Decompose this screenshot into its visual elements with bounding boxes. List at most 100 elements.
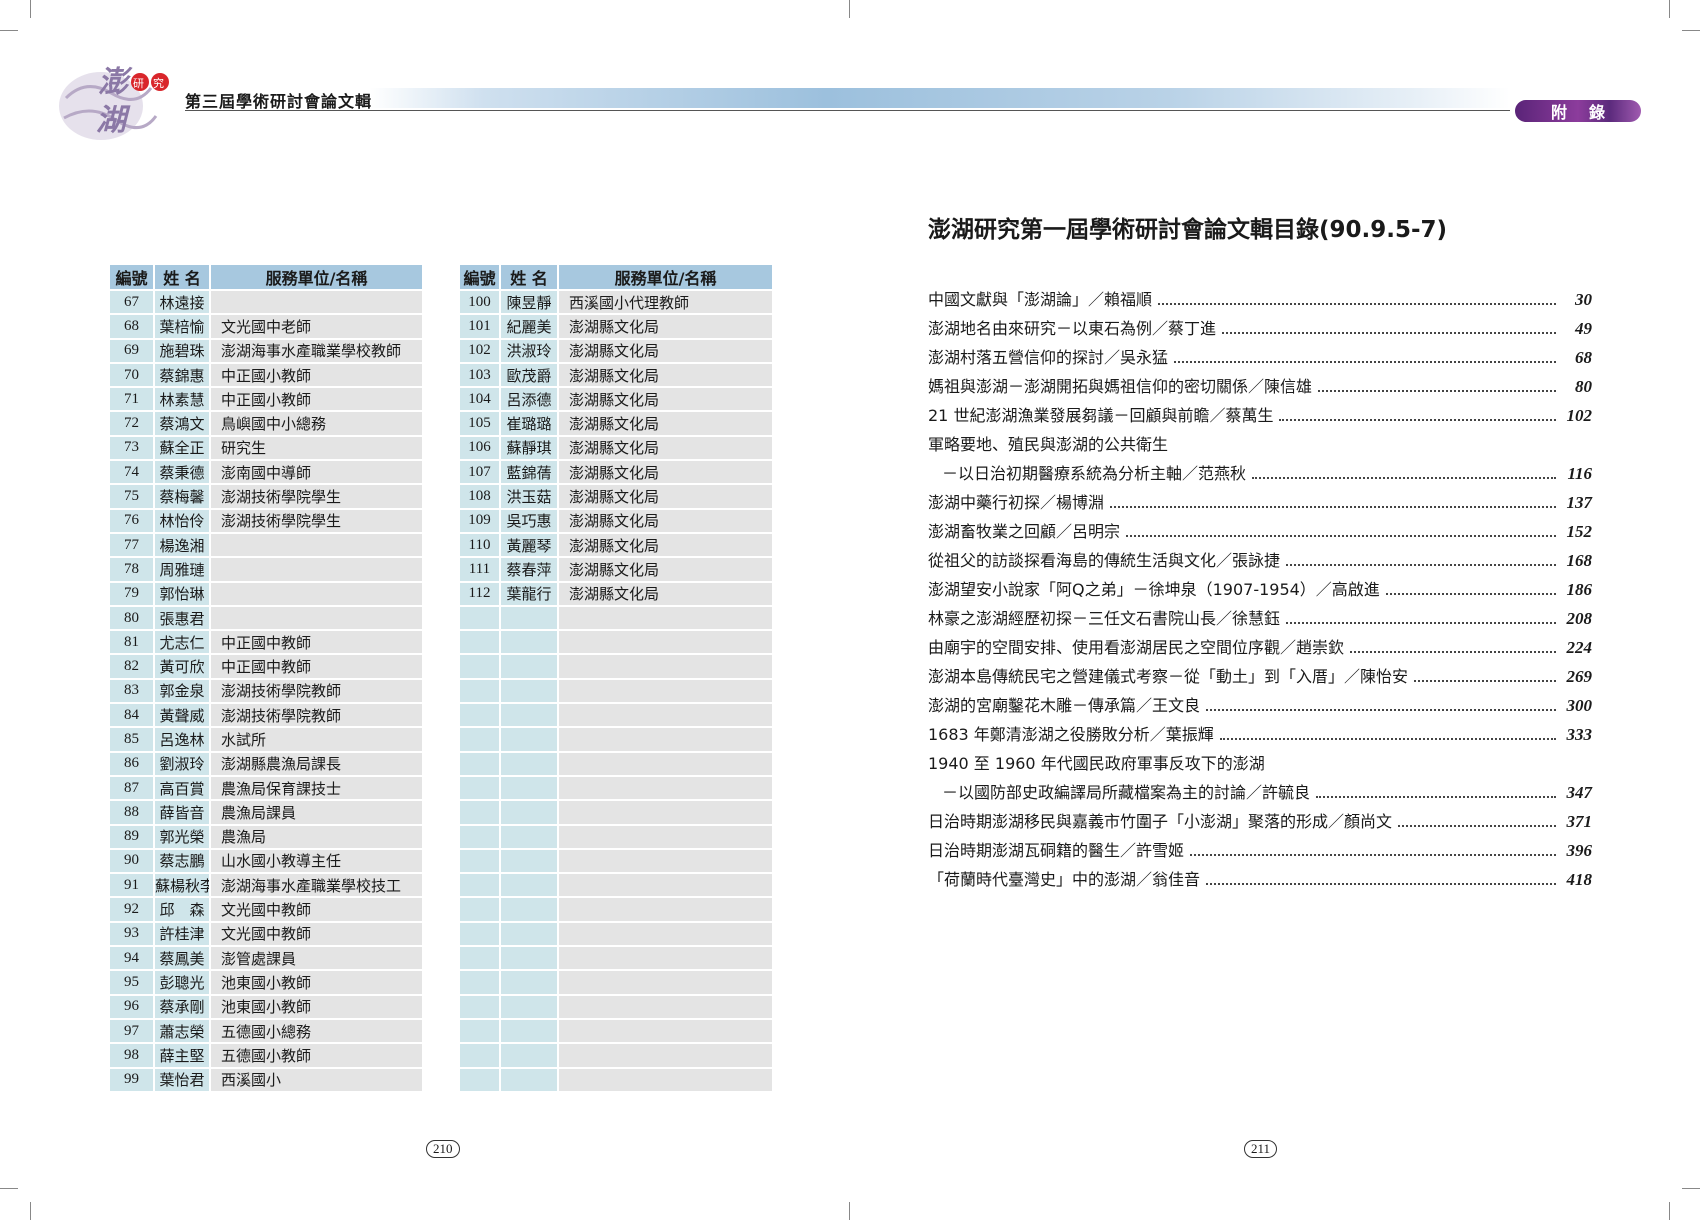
cell-name: 劉淑玲	[154, 751, 211, 777]
cell-name: 郭金泉	[154, 678, 211, 705]
toc-entry: －以國防部史政編譯局所藏檔案為主的討論／許毓良 347	[928, 779, 1592, 808]
table-row: 78 周雅璉	[110, 557, 422, 583]
cell-unit	[558, 654, 772, 680]
leader-dots	[1219, 738, 1556, 740]
leader-dots	[1222, 332, 1556, 334]
toc-entry-title: 1683 年鄭清澎湖之役勝敗分析／葉振輝	[928, 725, 1214, 744]
cell-unit	[558, 873, 772, 899]
table-row	[460, 873, 772, 899]
table-row: 88 薛皆音 農漁局課員	[110, 800, 422, 826]
cell-unit: 西溪國小	[210, 1067, 422, 1093]
participant-table-right: 編號 姓 名 服務單位/名稱 100 陳昱靜 西溪國小代理教師 101 紀麗美 澎湖縣文化…	[460, 265, 772, 1093]
toc-entry-title: 媽祖與澎湖－澎湖開拓與媽祖信仰的密切關係／陳信雄	[928, 377, 1313, 396]
table-row: 92 邱 森文光國中教師	[110, 897, 422, 923]
cell-num	[460, 946, 501, 972]
cell-unit: 澎湖縣文化局	[558, 581, 772, 607]
cell-name: 張惠君	[154, 605, 211, 632]
cell-num: 94	[110, 946, 155, 972]
cell-name: 蔡承剛	[154, 994, 211, 1020]
cell-unit	[210, 290, 422, 316]
cell-unit: 澎湖縣農漁局課長	[210, 751, 422, 777]
header-rule	[185, 110, 1510, 111]
cell-num: 91	[110, 873, 155, 899]
cell-unit: 文光國中老師	[210, 314, 422, 340]
toc-title: 澎湖研究第一屆學術研討會論文輯目錄(90.9.5-7)	[928, 217, 1448, 243]
cell-name: 黃聲威	[154, 703, 211, 729]
table-row: 99 葉怡君 西溪國小	[110, 1067, 422, 1093]
cell-unit: 澎湖技術學院教師	[210, 703, 422, 729]
cell-unit: 澎湖技術學院教師	[210, 678, 422, 705]
cell-num: 101	[460, 314, 501, 340]
cell-unit: 五德國小教師	[210, 1043, 422, 1069]
cell-num: 79	[110, 581, 155, 607]
cell-unit: 中正國小教師	[210, 387, 422, 413]
cell-name: 蔡春萍	[500, 557, 559, 583]
table-row: 87 高百賞 農漁局保育課技士	[110, 775, 422, 802]
cell-name: 陳昱靜	[500, 290, 559, 316]
participant-table-left: 編號 姓 名 服務單位/名稱 67 林遠接 68 葉棓愉 文光國中老師 69 施碧珠 澎湖海事…	[110, 265, 422, 1093]
leader-dots	[1126, 535, 1556, 537]
table-row: 71 林素慧 中正國小教師	[110, 387, 422, 413]
table-row	[460, 1018, 772, 1045]
toc-entry-title: 澎湖畜牧業之回顧／呂明宗	[928, 522, 1121, 541]
cell-num: 72	[110, 411, 155, 437]
table-row	[460, 897, 772, 923]
table-row: 69 施碧珠 澎湖海事水產職業學校教師	[110, 338, 422, 364]
cell-unit: 澎湖縣文化局	[558, 532, 772, 559]
leader-dots	[1286, 622, 1556, 624]
cell-num: 99	[110, 1067, 155, 1093]
cell-unit: 澎湖縣文化局	[558, 338, 772, 364]
cell-num: 69	[110, 338, 155, 364]
cell-unit	[558, 703, 772, 729]
cell-name: 蔡志鵬	[154, 848, 211, 875]
toc-entry: 中國文獻與「澎湖論」／賴福順 30	[928, 286, 1592, 315]
cell-num	[460, 921, 501, 948]
cell-name: 蔡錦惠	[154, 362, 211, 389]
cell-unit: 澎湖縣文化局	[558, 508, 772, 534]
toc-entry-page: 49	[1575, 319, 1592, 338]
cell-unit	[558, 1018, 772, 1045]
cell-num: 106	[460, 435, 501, 462]
svg-text:究: 究	[153, 76, 164, 90]
cell-name	[500, 751, 559, 777]
cell-num	[460, 1067, 501, 1093]
cell-num: 87	[110, 775, 155, 802]
toc-entry-page: 102	[1566, 406, 1593, 425]
cell-unit: 澎湖技術學院學生	[210, 484, 422, 510]
table-row: 101 紀麗美 澎湖縣文化局	[460, 314, 772, 340]
cell-unit: 鳥嶼國中小總務	[210, 411, 422, 437]
toc-entry-page: 269	[1566, 667, 1593, 686]
table-row: 103 歐茂爵 澎湖縣文化局	[460, 362, 772, 389]
cell-unit	[558, 605, 772, 632]
cell-num: 86	[110, 751, 155, 777]
toc-entry-title: －以國防部史政編譯局所藏檔案為主的討論／許毓良	[942, 783, 1311, 802]
table-row: 104 呂添德 澎湖縣文化局	[460, 387, 772, 413]
table-row: 105 崔璐璐 澎湖縣文化局	[460, 411, 772, 437]
cell-name: 蕭志榮	[154, 1018, 211, 1045]
cell-name: 高百賞	[154, 775, 211, 802]
toc-entry: 從祖父的訪談探看海島的傳統生活與文化／張詠捷 168	[928, 547, 1592, 576]
cell-name: 蘇楊秋李	[154, 873, 211, 899]
table-row: 91 蘇楊秋李 澎湖海事水產職業學校技工	[110, 873, 422, 899]
cell-name: 郭怡琳	[154, 581, 211, 607]
table-row: 89 郭光榮 農漁局	[110, 824, 422, 850]
cell-name	[500, 897, 559, 923]
table-row: 72 蔡鴻文 鳥嶼國中小總務	[110, 411, 422, 437]
table-row	[460, 1067, 772, 1093]
cell-num: 68	[110, 314, 155, 340]
cell-num: 82	[110, 654, 155, 680]
leader-dots	[1279, 419, 1556, 421]
table-row: 94 蔡鳳美 澎管處課員	[110, 946, 422, 972]
leader-dots	[1174, 361, 1556, 363]
toc-entry-title: 「荷蘭時代臺灣史」中的澎湖／翁佳音	[928, 870, 1201, 889]
cell-unit: 池東國小教師	[210, 970, 422, 996]
cell-num: 89	[110, 824, 155, 850]
cell-num	[460, 873, 501, 899]
cell-name: 薛主堅	[154, 1043, 211, 1069]
cell-num: 102	[460, 338, 501, 364]
toc-entry: 澎湖本島傳統民宅之營建儀式考察－從「動土」到「入厝」／陳怡安 269	[928, 663, 1592, 692]
cell-name	[500, 946, 559, 972]
table-row	[460, 800, 772, 826]
cell-unit	[558, 848, 772, 875]
toc-entry-title: 21 世紀澎湖漁業發展芻議－回顧與前瞻／蔡萬生	[928, 406, 1274, 425]
